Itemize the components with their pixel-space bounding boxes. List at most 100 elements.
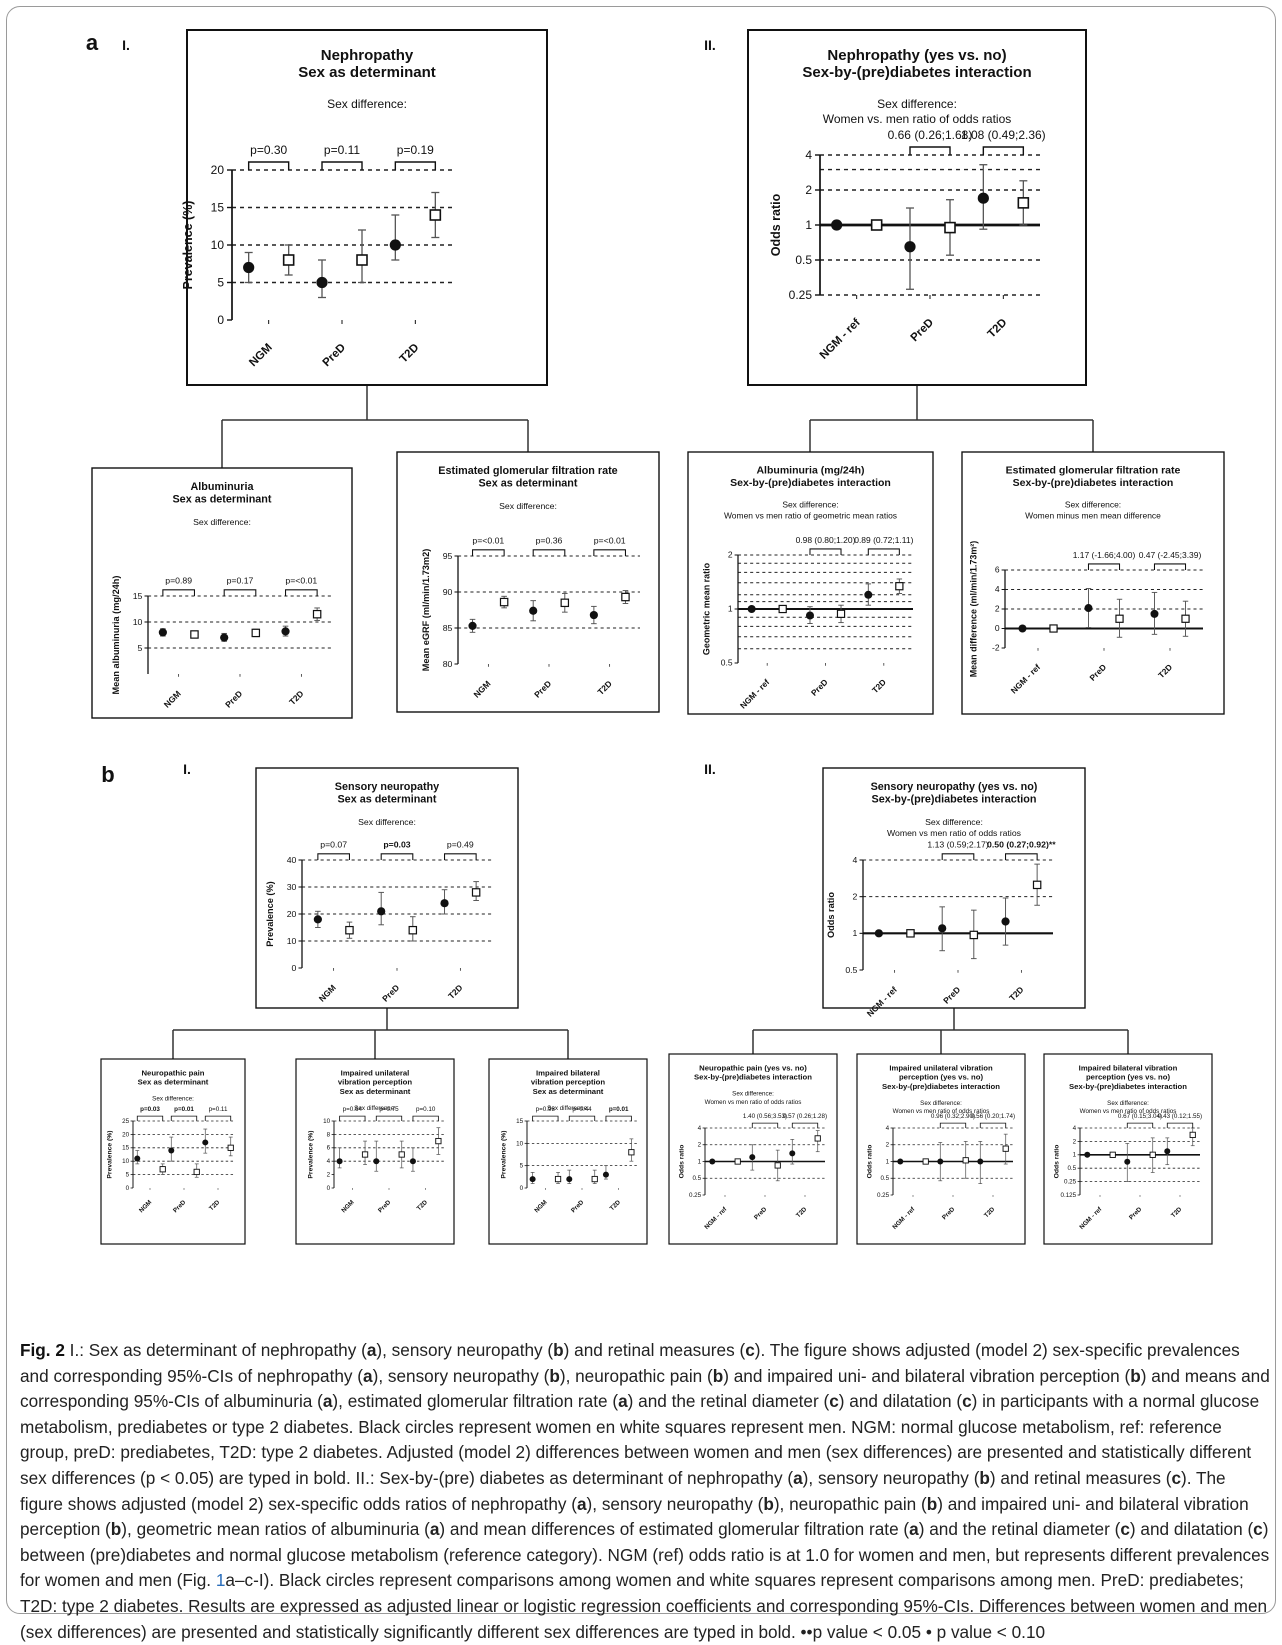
- men-point: [1115, 614, 1124, 623]
- women-point: [709, 1158, 716, 1165]
- men-point: [282, 254, 295, 266]
- y-tick-label: 6: [327, 1145, 331, 1152]
- y-tick-label: 2: [853, 891, 858, 901]
- men-point: [1002, 1145, 1009, 1152]
- significance-bracket: [532, 549, 566, 556]
- panel-subtitle: Sex difference:: [877, 97, 957, 111]
- y-tick-label: 15: [211, 201, 225, 215]
- panel-subtitle: Sex difference:: [732, 1091, 774, 1098]
- men-point: [251, 628, 261, 638]
- women-point: [1164, 1148, 1171, 1155]
- y-tick-label: 40: [287, 855, 297, 865]
- panel-subtitle: Sex difference:: [782, 500, 838, 510]
- sex-difference-label: p=0.93: [536, 1106, 556, 1113]
- panel-title: vibration perception: [531, 1078, 605, 1087]
- y-axis-label: Prevalence (%): [501, 1130, 508, 1178]
- significance-bracket: [380, 853, 414, 860]
- panel-title: Sex as determinant: [172, 494, 271, 506]
- women-point: [389, 239, 401, 251]
- men-point: [906, 929, 915, 938]
- women-point: [805, 611, 814, 620]
- y-axis-label: Odds ratio: [867, 1145, 874, 1179]
- women-point: [281, 627, 290, 636]
- y-tick-label: 0.25: [789, 288, 813, 302]
- y-tick-label: 0.25: [689, 1192, 702, 1199]
- panel-title: Impaired bilateral: [536, 1068, 600, 1077]
- y-tick-label: 0: [292, 963, 297, 973]
- panel-title: Neuropathic pain: [141, 1068, 204, 1077]
- significance-bracket: [867, 548, 900, 555]
- y-tick-label: 25: [122, 1118, 129, 1125]
- panel-title: Nephropathy: [321, 47, 414, 64]
- men-point: [836, 609, 846, 618]
- panel-box: [668, 1053, 838, 1245]
- men-point: [628, 1149, 635, 1156]
- y-tick-label: 0.5: [692, 1175, 701, 1182]
- panel-title: perception (yes vs. no): [1086, 1073, 1170, 1082]
- panel-subtitle: Women minus men mean difference: [1025, 510, 1161, 520]
- y-axis-label: Prevalence (%): [181, 201, 195, 290]
- women-point: [937, 1158, 944, 1165]
- significance-bracket: [605, 1115, 632, 1121]
- women-point: [977, 192, 989, 204]
- significance-bracket: [321, 161, 363, 170]
- panel-title: perception (yes vs. no): [899, 1073, 983, 1082]
- sex-difference-label: p=0.10: [416, 1106, 436, 1113]
- women-point: [377, 907, 386, 916]
- significance-bracket: [204, 1115, 232, 1121]
- y-tick-label: 2: [698, 1142, 702, 1149]
- y-tick-label: 0.25: [877, 1192, 890, 1199]
- column-label-II: II.: [704, 761, 716, 777]
- caption-body: I.: Sex as determinant of nephropathy (a…: [20, 1340, 1270, 1642]
- sex-difference-label: p=0.01: [174, 1106, 194, 1113]
- y-tick-label: 1: [805, 218, 812, 232]
- men-point: [312, 609, 322, 619]
- women-point: [831, 219, 843, 231]
- significance-bracket: [751, 1122, 779, 1128]
- sex-difference-label: p=0.75: [379, 1106, 399, 1113]
- y-tick-label: 1: [728, 604, 733, 614]
- panel-box: [747, 29, 1087, 386]
- panel-title: Sex-by-(pre)diabetes interaction: [802, 64, 1031, 81]
- sex-difference-label: 0.56 (0.20;1.74): [971, 1113, 1015, 1120]
- men-point: [1181, 614, 1190, 623]
- sex-difference-label: p=0.44: [572, 1106, 592, 1113]
- y-tick-label: 95: [443, 551, 453, 561]
- y-tick-label: 1: [1073, 1152, 1077, 1159]
- men-point: [814, 1135, 821, 1142]
- y-axis-label: Prevalence (%): [265, 881, 275, 946]
- women-point: [602, 1171, 609, 1178]
- men-point: [1032, 880, 1042, 890]
- women-point: [897, 1158, 904, 1165]
- y-tick-label: 0: [327, 1185, 331, 1192]
- men-point: [870, 219, 883, 231]
- panel-label-a: a: [86, 30, 99, 55]
- men-point: [227, 1144, 234, 1151]
- y-tick-label: 10: [516, 1140, 523, 1147]
- panel-title: Neuropathic pain (yes vs. no): [699, 1063, 807, 1072]
- men-point: [554, 1175, 562, 1183]
- y-tick-label: 0: [217, 313, 224, 327]
- men-point: [1017, 197, 1030, 209]
- y-axis-label: Mean eGRF (ml/min/1.73m2): [421, 549, 431, 672]
- chart-sensory-neuropathy-interaction: Sensory neuropathy (yes vs. no)Sex-by-(p…: [822, 767, 1086, 1019]
- women-point: [1084, 604, 1093, 613]
- panel-subtitle: Sex difference:: [925, 817, 983, 827]
- y-tick-label: 0: [520, 1185, 524, 1192]
- men-point: [499, 597, 509, 607]
- y-tick-label: 20: [211, 163, 225, 177]
- men-point: [193, 1168, 200, 1176]
- panel-title: Albuminuria (mg/24h): [756, 465, 864, 477]
- panel-title: Sex as determinant: [138, 1078, 209, 1087]
- y-axis-label: Odds ratio: [769, 193, 783, 256]
- y-tick-label: 1: [853, 928, 858, 938]
- sex-difference-label: p=0.30: [250, 143, 287, 157]
- y-tick-label: 15: [516, 1118, 523, 1125]
- y-tick-label: 0.5: [880, 1175, 889, 1182]
- significance-bracket: [593, 549, 627, 556]
- significance-bracket: [1126, 1122, 1154, 1128]
- significance-bracket: [136, 1115, 164, 1121]
- sex-difference-label: 0.50 (0.27;0.92)**: [987, 840, 1056, 850]
